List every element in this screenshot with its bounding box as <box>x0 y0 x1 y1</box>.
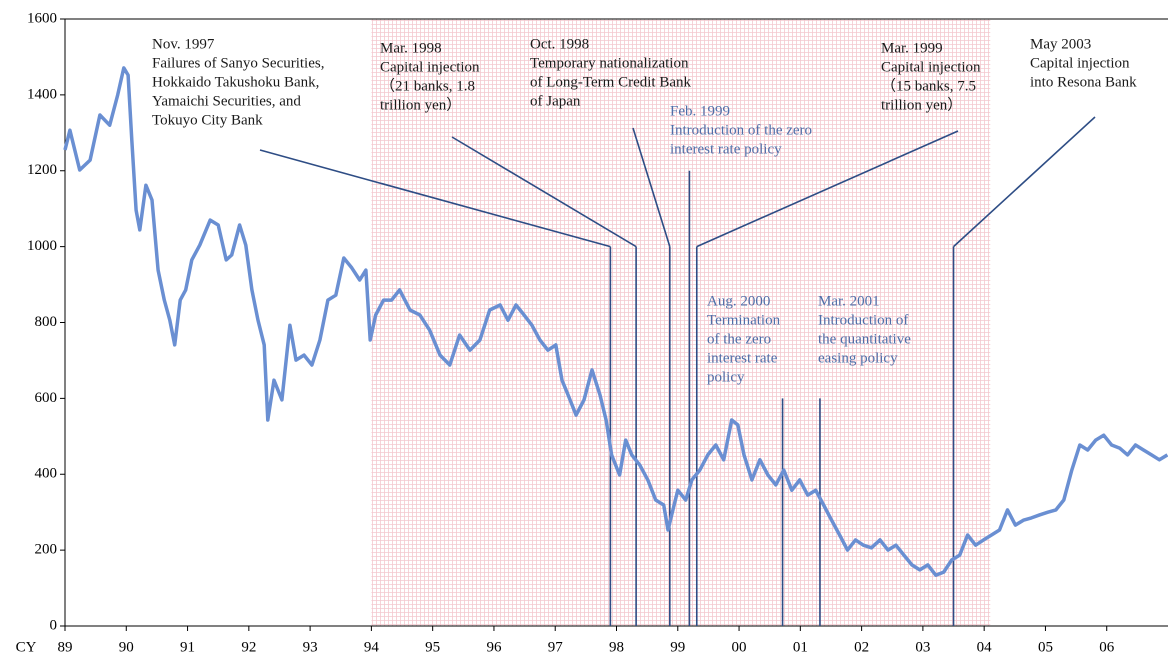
annotation-text: Aug. 2000 <box>707 293 770 309</box>
y-tick-label: 1200 <box>27 162 57 178</box>
x-tick-label: 96 <box>486 639 502 655</box>
annotation-text: Feb. 1999 <box>670 103 730 119</box>
annotation-text: of Long-Term Credit Bank <box>530 74 691 90</box>
x-tick-label: 04 <box>977 639 993 655</box>
annotation-text: into Resona Bank <box>1030 74 1137 90</box>
x-tick-label: 93 <box>303 639 318 655</box>
annotation-text: May 2003 <box>1030 36 1091 52</box>
y-tick-label: 1000 <box>27 238 57 254</box>
annotation-text: Mar. 1999 <box>881 40 943 56</box>
x-tick-label: 97 <box>548 639 564 655</box>
annotation-text: （15 banks, 7.5 <box>881 77 976 94</box>
x-tick-label: 03 <box>915 639 930 655</box>
annotation-text: Introduction of <box>818 312 908 328</box>
annotation-text: Capital injection <box>1030 55 1130 71</box>
x-tick-label: 06 <box>1099 639 1115 655</box>
x-tick-label: 91 <box>180 639 195 655</box>
annotation-text: trillion yen） <box>881 96 962 113</box>
annotation-text: Hokkaido Takushoku Bank, <box>152 74 319 90</box>
leader-diagonal <box>952 116 1096 248</box>
annotation-text: Capital injection <box>380 59 480 75</box>
annotation-text: Introduction of the zero <box>670 122 812 138</box>
annotation-text: Oct. 1998 <box>530 36 589 52</box>
leader-diagonal <box>259 149 611 248</box>
annotation-text: trillion yen） <box>380 96 461 113</box>
index-line <box>63 66 1168 577</box>
annotation-text: Temporary nationalization <box>530 55 689 71</box>
y-tick-label: 1600 <box>27 10 57 26</box>
x-tick-label: 02 <box>854 639 869 655</box>
x-tick-label: 94 <box>364 639 380 655</box>
y-tick-label: 1400 <box>27 86 57 102</box>
y-tick-label: 200 <box>35 542 58 558</box>
annotation-text: the quantitative <box>818 331 911 347</box>
annotation-text: Failures of Sanyo Securities, <box>152 55 324 71</box>
annotation-text: Mar. 1998 <box>380 40 442 56</box>
x-tick-label: 01 <box>793 639 808 655</box>
x-tick-label: 89 <box>58 639 73 655</box>
annotation-text: of Japan <box>530 93 581 109</box>
annotation-text: Capital injection <box>881 59 981 75</box>
x-tick-label: 95 <box>425 639 440 655</box>
x-tick-label: 98 <box>609 639 624 655</box>
annotation-text: Nov. 1997 <box>152 36 215 52</box>
x-tick-label: 05 <box>1038 639 1053 655</box>
annotation-text: interest rate policy <box>670 141 782 157</box>
annotation-text: interest rate <box>707 350 778 366</box>
annotation-text: Termination <box>707 312 781 328</box>
annotation-text: policy <box>707 369 745 385</box>
annotation-text: Mar. 2001 <box>818 293 880 309</box>
y-tick-label: 600 <box>35 390 58 406</box>
x-tick-label: 90 <box>119 639 134 655</box>
annotation-text: Tokuyo City Bank <box>152 112 263 128</box>
y-tick-label: 400 <box>35 466 58 482</box>
x-tick-label: 99 <box>670 639 685 655</box>
annotation-text: easing policy <box>818 350 898 366</box>
leader-diagonal <box>632 127 671 247</box>
shaded-period <box>371 19 991 626</box>
annotation-text: （21 banks, 1.8 <box>380 77 475 94</box>
leader-diagonal <box>696 130 959 248</box>
x-axis-label: CY <box>16 639 37 655</box>
leader-diagonal <box>451 136 637 248</box>
y-tick-label: 0 <box>50 617 58 633</box>
annotation-text: of the zero <box>707 331 771 347</box>
annotation-text: Yamaichi Securities, and <box>152 93 301 109</box>
x-tick-label: 92 <box>241 639 256 655</box>
y-tick-label: 800 <box>35 314 58 330</box>
x-tick-label: 00 <box>732 639 747 655</box>
